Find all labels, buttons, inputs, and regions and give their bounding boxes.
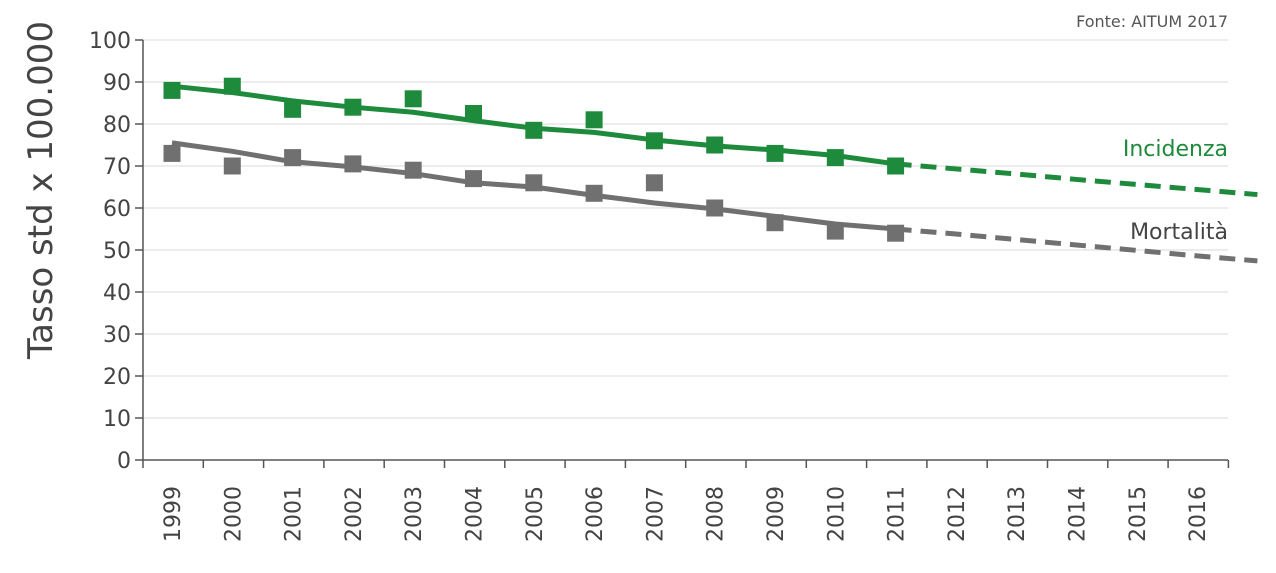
data-point bbox=[706, 136, 724, 154]
data-point bbox=[284, 100, 302, 118]
series-label-mortalita: Mortalità bbox=[1130, 220, 1228, 245]
x-tick-label: 2013 bbox=[1005, 486, 1030, 542]
x-tick-label: 2001 bbox=[282, 486, 307, 542]
data-point bbox=[223, 77, 241, 95]
y-tick-label: 90 bbox=[103, 71, 131, 96]
projection-line bbox=[895, 161, 1258, 198]
data-point bbox=[284, 149, 302, 167]
data-point bbox=[344, 155, 362, 173]
x-tick-label: 2006 bbox=[583, 486, 608, 542]
data-point bbox=[887, 157, 905, 175]
x-tick-label: 2010 bbox=[824, 486, 849, 542]
x-tick-label: 2002 bbox=[342, 486, 367, 542]
data-point bbox=[465, 105, 482, 122]
y-tick-label: 80 bbox=[103, 113, 131, 138]
x-tick-label: 1999 bbox=[161, 486, 186, 542]
series-0 bbox=[163, 77, 1258, 198]
series-layer bbox=[163, 77, 1258, 264]
y-tick-label: 40 bbox=[103, 281, 131, 306]
x-tick-label: 2016 bbox=[1186, 486, 1211, 542]
y-tick-label: 60 bbox=[103, 197, 131, 222]
data-point bbox=[344, 98, 362, 116]
x-tick-label: 2005 bbox=[523, 486, 548, 542]
data-point bbox=[163, 81, 181, 99]
series-1 bbox=[163, 140, 1258, 264]
grid-layer bbox=[143, 39, 1228, 419]
y-tick-label: 30 bbox=[103, 323, 131, 348]
x-tick-label: 2009 bbox=[764, 486, 789, 542]
data-point bbox=[887, 224, 905, 242]
data-point bbox=[826, 222, 844, 240]
y-tick-label: 20 bbox=[103, 365, 131, 390]
data-point bbox=[826, 149, 844, 167]
x-tick-label: 2014 bbox=[1066, 486, 1091, 542]
data-point bbox=[706, 199, 724, 217]
data-point bbox=[585, 184, 603, 202]
y-tick-label: 100 bbox=[89, 29, 131, 54]
x-tick-label: 2003 bbox=[402, 486, 427, 542]
data-point bbox=[585, 111, 603, 129]
data-point bbox=[525, 174, 543, 192]
y-tick-label: 0 bbox=[117, 449, 131, 474]
y-tick-label: 50 bbox=[103, 239, 131, 264]
axes-layer: 0 10 20 30 40 50 60 70 80 90 100 1999 2000 2001 2002 20… bbox=[89, 29, 1230, 542]
y-axis-title: Tasso std x 100.000 bbox=[21, 21, 61, 360]
data-point bbox=[404, 161, 422, 179]
data-point bbox=[525, 121, 543, 139]
x-tick-label: 2007 bbox=[643, 486, 668, 542]
data-point bbox=[645, 132, 663, 150]
data-point bbox=[223, 157, 241, 175]
data-point bbox=[465, 170, 482, 188]
data-point bbox=[766, 144, 784, 162]
data-point bbox=[404, 90, 422, 108]
data-point bbox=[163, 144, 181, 162]
projection-line bbox=[895, 226, 1258, 264]
labels-layer: Tasso std x 100.000 Incidenza Mortalità bbox=[21, 21, 1228, 360]
data-point bbox=[766, 214, 784, 232]
x-tick-label: 2004 bbox=[463, 486, 488, 542]
y-tick-label: 10 bbox=[103, 407, 131, 432]
x-tick-label: 2000 bbox=[221, 486, 246, 542]
data-point bbox=[645, 174, 663, 192]
source-note: Fonte: AITUM 2017 bbox=[1076, 12, 1228, 31]
x-tick-label: 2011 bbox=[885, 486, 910, 542]
x-tick-label: 2015 bbox=[1126, 486, 1151, 542]
y-tick-label: 70 bbox=[103, 155, 131, 180]
series-label-incidenza: Incidenza bbox=[1123, 137, 1228, 162]
x-tick-label: 2012 bbox=[945, 486, 970, 542]
x-tick-label: 2008 bbox=[704, 486, 729, 542]
